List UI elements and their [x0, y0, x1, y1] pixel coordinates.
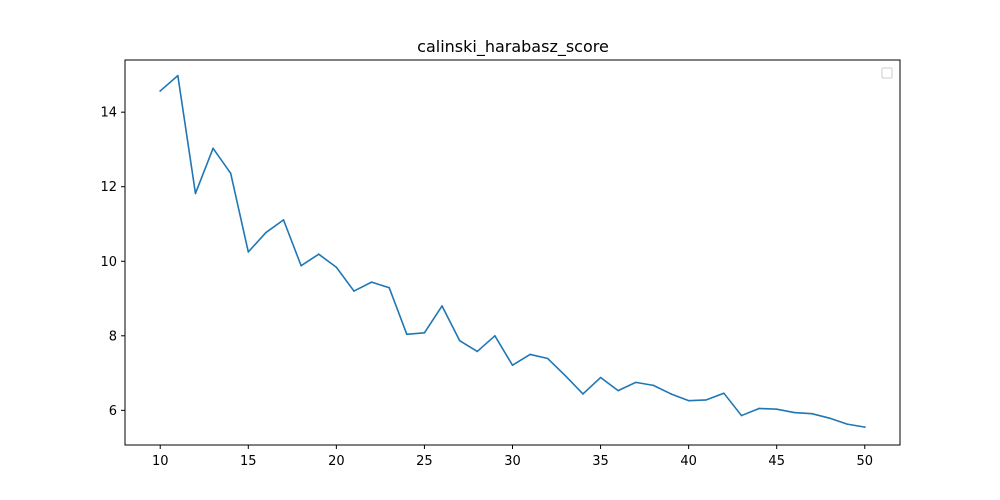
data-point [723, 392, 725, 394]
x-tick-label: 15 [240, 454, 257, 469]
data-point [458, 339, 461, 342]
data-point [793, 411, 796, 414]
data-point [406, 333, 408, 336]
data-point [353, 290, 355, 292]
data-point [177, 74, 179, 77]
data-point [582, 393, 584, 395]
data-point [511, 364, 514, 367]
x-tick-label: 20 [328, 454, 345, 469]
data-point [863, 426, 866, 428]
chart-title: calinski_harabasz_score [417, 37, 609, 57]
y-tick-label: 8 [109, 329, 117, 344]
x-tick-label: 25 [416, 454, 433, 469]
data-point [599, 376, 602, 379]
y-tick-label: 10 [100, 255, 117, 270]
data-point [494, 334, 496, 337]
data-point [247, 251, 250, 253]
data-point [159, 90, 162, 92]
data-point [370, 281, 373, 283]
legend-box [881, 67, 893, 79]
x-tick-label: 50 [856, 454, 873, 469]
y-tick-label: 14 [100, 106, 117, 121]
data-point [617, 389, 619, 392]
data-point [811, 412, 813, 415]
x-tick-label: 35 [592, 454, 609, 469]
data-point [317, 253, 320, 255]
data-point [229, 172, 232, 175]
legend [881, 67, 893, 79]
y-axis: 6 8 10 12 14 [100, 106, 125, 419]
data-point [652, 384, 655, 387]
data-point [705, 399, 708, 401]
y-tick-label: 12 [100, 180, 117, 195]
data-point [546, 357, 549, 360]
data-point [846, 423, 848, 425]
data-point [740, 414, 743, 417]
data-point [441, 305, 443, 307]
data-point [670, 393, 672, 395]
data-point [687, 399, 690, 402]
x-tick-label: 40 [680, 454, 697, 469]
x-axis: 10 15 20 25 30 35 40 45 50 [152, 445, 873, 469]
plot-area [159, 74, 866, 429]
data-point [194, 192, 197, 195]
data-point [634, 381, 637, 384]
data-point [828, 417, 831, 419]
data-point [758, 407, 760, 410]
data-point [775, 408, 778, 411]
x-tick-label: 10 [152, 454, 169, 469]
plot-frame [124, 59, 901, 446]
data-point [423, 332, 426, 334]
data-point [212, 147, 214, 150]
x-tick-label: 30 [504, 454, 521, 469]
series-line [159, 74, 866, 429]
data-point [564, 374, 567, 377]
data-point [300, 264, 302, 267]
x-tick-label: 45 [768, 454, 785, 469]
data-point [282, 219, 285, 221]
y-tick-label: 6 [109, 404, 117, 419]
data-point [388, 286, 391, 289]
data-point [335, 266, 338, 269]
data-point [529, 353, 531, 356]
data-point [265, 231, 267, 234]
data-point [476, 350, 479, 353]
